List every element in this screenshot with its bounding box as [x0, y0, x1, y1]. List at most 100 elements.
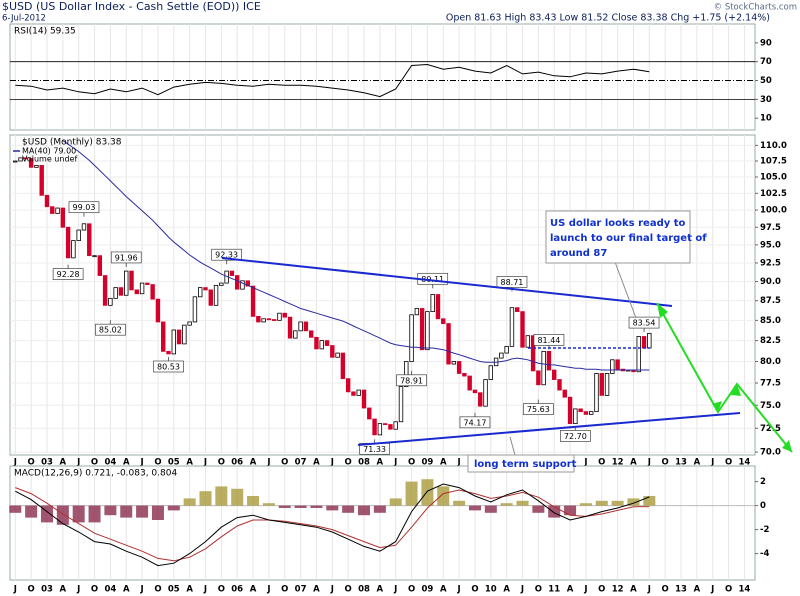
x-tick-label: J — [203, 458, 207, 468]
x-tick-label: J — [203, 585, 207, 595]
y-tick-label: 72.5 — [760, 424, 781, 434]
annotation-label: 74.17 — [464, 418, 487, 427]
candle — [435, 294, 441, 320]
x-tick-label: J — [457, 585, 461, 595]
candle — [478, 392, 483, 407]
x-tick-label: A — [630, 585, 637, 595]
x-tick-label: A — [694, 458, 701, 468]
histogram-bar — [199, 491, 212, 506]
annotation-box — [211, 248, 242, 261]
x-tick-label: O — [408, 585, 415, 595]
x-tick-label: O — [218, 585, 225, 595]
x-tick-label: J — [647, 458, 651, 468]
arrow-head — [657, 303, 668, 318]
annotation-label: 85.02 — [99, 326, 122, 335]
candle — [81, 223, 87, 231]
annotation-label: 83.54 — [633, 319, 656, 328]
x-tick-label: O — [154, 458, 161, 468]
candle — [108, 297, 113, 306]
y-tick-label: 75.0 — [760, 401, 781, 411]
y-tick-label: 0 — [760, 501, 766, 511]
candle — [583, 411, 589, 415]
x-tick-label: O — [345, 458, 352, 468]
candle — [176, 329, 182, 345]
histogram-bar — [389, 498, 402, 506]
callout-text: long term support — [474, 459, 577, 470]
candle — [298, 321, 303, 332]
candle — [55, 207, 60, 214]
candle — [610, 359, 615, 374]
y-tick-label: 90 — [760, 38, 772, 48]
x-tick-label: 05 — [168, 458, 180, 468]
candle — [504, 345, 509, 354]
y-tick-label: 97.5 — [760, 223, 781, 233]
x-tick-label: O — [662, 585, 669, 595]
candle — [319, 340, 324, 350]
candle — [50, 206, 55, 214]
candle — [87, 223, 92, 257]
candle — [546, 350, 552, 371]
histogram-bar — [643, 495, 656, 506]
histogram-bar — [627, 498, 640, 506]
histogram-bar — [516, 500, 529, 506]
annotation-label: 92.28 — [57, 270, 80, 279]
candle — [377, 423, 383, 436]
panel — [9, 134, 756, 456]
annotation-label: 92.33 — [215, 251, 238, 260]
panel — [9, 23, 756, 131]
resistance-line — [221, 257, 673, 307]
x-tick-label: 12 — [612, 458, 624, 468]
x-tick-label: 11 — [548, 585, 560, 595]
rsi-line — [15, 63, 650, 98]
candle — [150, 284, 155, 300]
candle — [129, 270, 134, 291]
x-tick-label: J — [13, 585, 17, 595]
callout-text: launch to our final target of — [550, 233, 707, 244]
signal-line — [15, 487, 650, 562]
annotation-box — [95, 323, 126, 336]
histogram-bar — [120, 505, 133, 518]
candle — [266, 318, 272, 321]
candle — [198, 287, 203, 298]
candle — [256, 315, 261, 323]
candle — [530, 335, 536, 372]
x-tick-label: 09 — [421, 585, 433, 595]
candle — [213, 284, 219, 306]
histogram-bar — [9, 505, 22, 513]
candle — [557, 379, 562, 391]
candle — [76, 229, 81, 242]
histogram-bar — [72, 505, 85, 523]
candle — [118, 287, 124, 296]
candle — [599, 373, 604, 396]
candle — [636, 336, 641, 373]
annotation-box — [533, 334, 565, 346]
x-tick-label: A — [60, 458, 67, 468]
annotation-box — [459, 416, 491, 429]
candle — [604, 373, 610, 396]
candle — [361, 389, 367, 409]
x-tick-label: A — [250, 458, 257, 468]
x-tick-label: O — [154, 585, 161, 595]
x-tick-label: O — [471, 585, 478, 595]
candle — [409, 314, 414, 362]
x-tick-label: 03 — [41, 458, 53, 468]
histogram-bar — [579, 503, 592, 506]
candle — [18, 157, 23, 162]
y-tick-label: -4 — [760, 549, 770, 559]
candle — [647, 333, 652, 349]
candle — [483, 379, 488, 407]
x-tick-label: A — [313, 585, 320, 595]
candle — [71, 240, 76, 259]
candle — [192, 296, 198, 323]
y-tick-label: 80.0 — [760, 357, 781, 367]
x-tick-label: J — [330, 458, 334, 468]
candle — [287, 316, 293, 339]
x-tick-label: O — [281, 585, 288, 595]
annotation-box — [68, 201, 100, 214]
x-tick-label: 07 — [295, 458, 307, 468]
x-tick-label: J — [457, 458, 461, 468]
candle — [134, 289, 140, 295]
candle — [145, 282, 150, 285]
histogram-bar — [532, 505, 545, 513]
x-tick-label: 06 — [231, 585, 243, 595]
